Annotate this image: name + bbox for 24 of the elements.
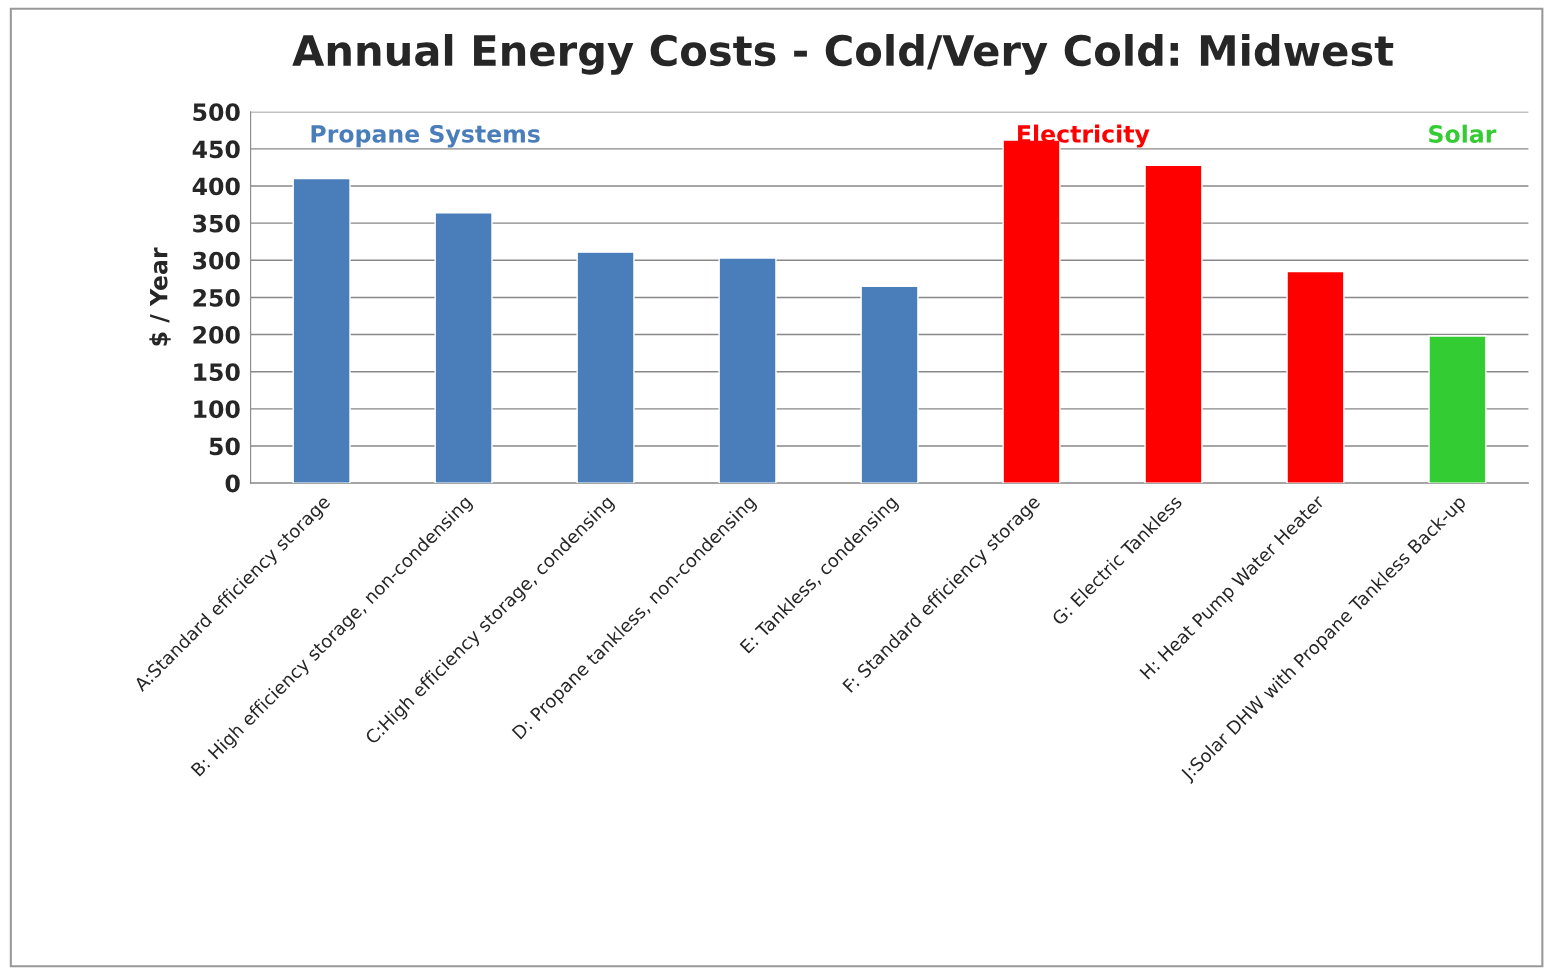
y-axis-title: $ / Year — [149, 247, 171, 346]
y-tick-label: 450 — [192, 140, 240, 159]
bar — [860, 285, 919, 484]
y-tick-label: 250 — [193, 288, 240, 307]
bar — [718, 257, 777, 484]
annotation: Propane Systems — [311, 124, 540, 148]
annotation: Solar — [1429, 124, 1497, 143]
y-tick-label: 500 — [193, 103, 240, 122]
y-tick-label: 200 — [193, 326, 240, 344]
y-tick-label: 400 — [192, 177, 240, 196]
bar — [434, 212, 493, 484]
y-tick-label: 350 — [193, 214, 240, 233]
bar — [1286, 270, 1345, 484]
annotation: Electricity — [1018, 124, 1150, 148]
y-tick-label: 50 — [209, 437, 240, 456]
y-tick-label: 300 — [193, 251, 240, 270]
chart-title: Annual Energy Costs - Cold/Very Cold: Midwest — [292, 34, 1394, 75]
bar — [292, 177, 351, 484]
y-tick-label: 0 — [225, 474, 240, 493]
y-tick-label: 100 — [194, 400, 240, 419]
y-tick-label: 150 — [194, 363, 240, 381]
bar — [576, 251, 635, 484]
bar — [1144, 164, 1203, 484]
bar — [1428, 335, 1487, 484]
